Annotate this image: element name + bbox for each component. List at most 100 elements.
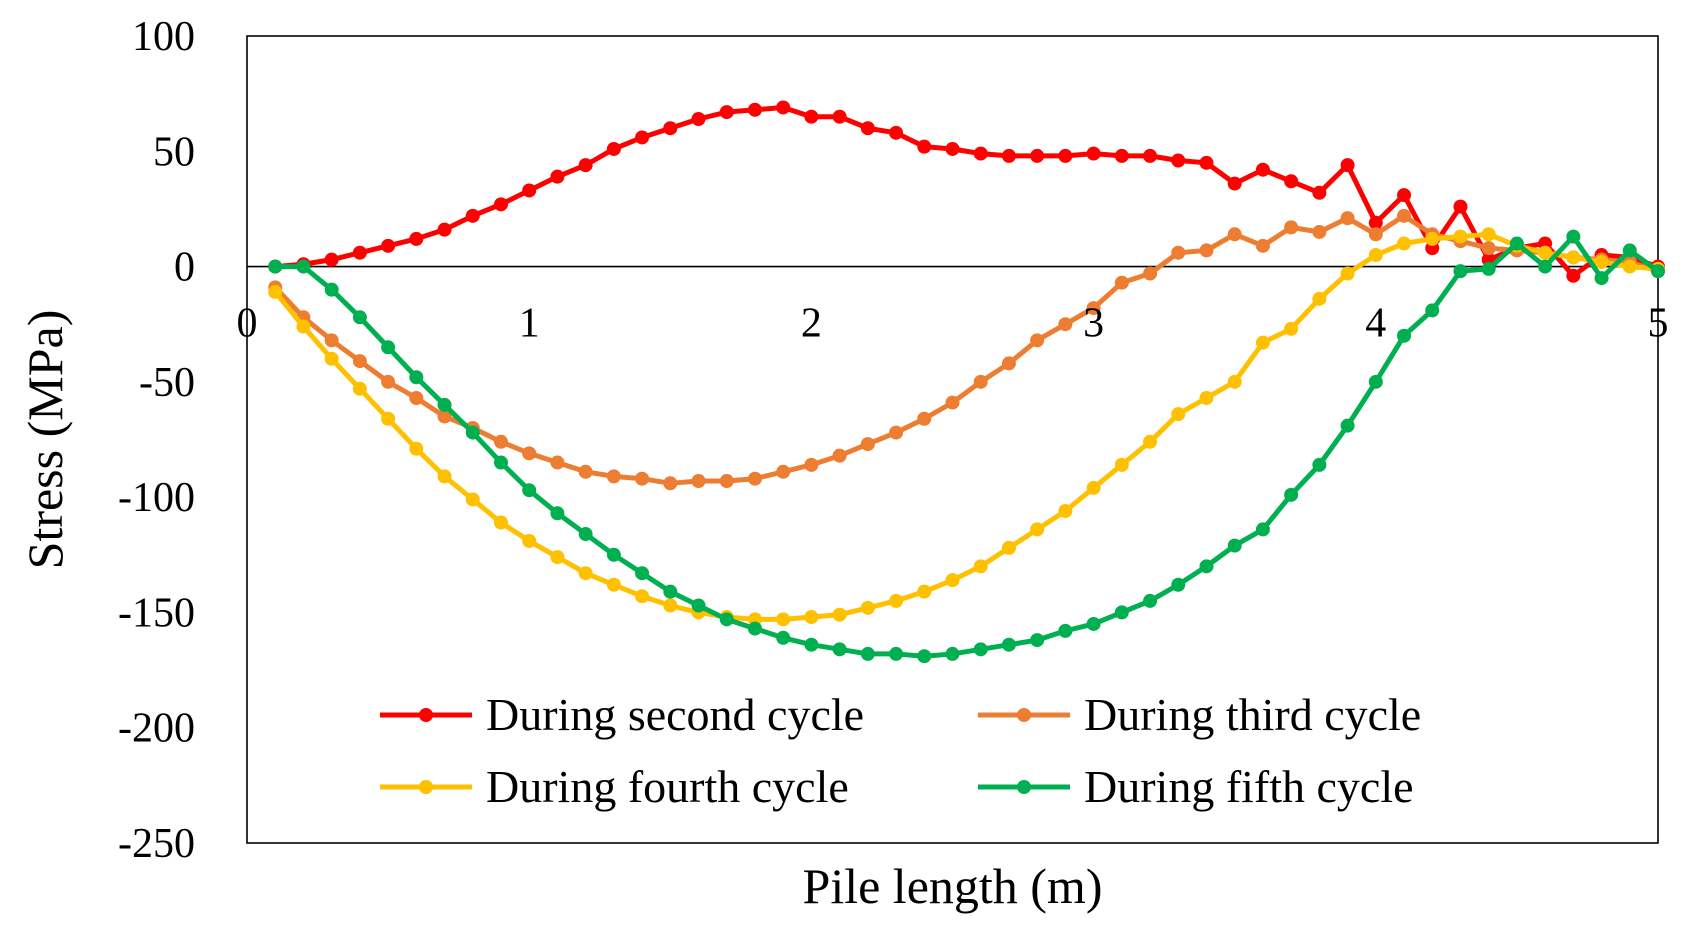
data-point	[1425, 303, 1440, 318]
data-point	[493, 197, 508, 212]
legend-item-fourth-cycle: During fourth cycle	[380, 761, 849, 812]
data-point	[550, 506, 565, 521]
data-point	[1397, 236, 1412, 251]
data-point	[1594, 254, 1609, 269]
x-axis-tick-labels: 0 1 2 3 4 5	[237, 301, 1669, 347]
legend: During second cycle During third cycle D…	[380, 689, 1421, 812]
data-point	[860, 646, 875, 661]
data-point	[889, 593, 904, 608]
data-point	[1114, 457, 1129, 472]
data-point	[776, 100, 791, 115]
data-point	[1058, 623, 1073, 638]
legend-label-second-cycle: During second cycle	[486, 689, 864, 740]
data-point	[1368, 227, 1383, 242]
data-point	[1227, 538, 1242, 553]
data-point	[268, 284, 283, 299]
legend-marker-fifth-cycle	[1017, 780, 1031, 794]
data-point	[465, 425, 480, 440]
data-point	[1171, 577, 1186, 592]
data-point	[324, 252, 339, 267]
legend-label-third-cycle: During third cycle	[1084, 689, 1421, 740]
data-point	[437, 409, 452, 424]
data-point	[1397, 328, 1412, 343]
data-point	[1199, 390, 1214, 405]
data-point	[719, 105, 734, 120]
data-point	[1284, 487, 1299, 502]
data-point	[1622, 259, 1637, 274]
y-axis-tick-labels: 100 50 0 -50 -100 -150 -200 -250	[118, 14, 195, 867]
data-point	[1255, 162, 1270, 177]
data-point	[1058, 503, 1073, 518]
data-point	[1030, 148, 1045, 163]
data-point	[1058, 148, 1073, 163]
data-point	[945, 573, 960, 588]
data-point	[1566, 268, 1581, 283]
data-point	[1227, 227, 1242, 242]
data-point	[1227, 374, 1242, 389]
data-point	[917, 584, 932, 599]
data-point	[1030, 333, 1045, 348]
data-point	[578, 566, 593, 581]
data-point	[1086, 480, 1101, 495]
data-point	[1001, 148, 1016, 163]
data-point	[1199, 559, 1214, 574]
data-point	[493, 515, 508, 530]
data-point	[719, 474, 734, 489]
data-point	[1340, 266, 1355, 281]
data-point	[945, 141, 960, 156]
data-point	[493, 455, 508, 470]
data-point	[1171, 407, 1186, 422]
data-point	[832, 607, 847, 622]
data-point	[804, 457, 819, 472]
data-point	[1453, 229, 1468, 244]
data-point	[1368, 215, 1383, 230]
data-point	[860, 600, 875, 615]
data-point	[550, 550, 565, 565]
y-tick-label: -250	[118, 821, 195, 867]
data-point	[352, 310, 367, 325]
data-point	[1255, 238, 1270, 253]
y-tick-label: -50	[139, 360, 195, 406]
data-point	[493, 434, 508, 449]
legend-marker-fourth-cycle	[419, 780, 433, 794]
x-axis-title: Pile length (m)	[803, 858, 1103, 914]
data-point	[606, 577, 621, 592]
data-point	[1001, 540, 1016, 555]
data-point	[437, 397, 452, 412]
data-point	[917, 649, 932, 664]
legend-marker-second-cycle	[419, 708, 433, 722]
y-tick-label: 100	[132, 14, 195, 60]
data-point	[832, 448, 847, 463]
data-point	[550, 455, 565, 470]
data-point	[578, 527, 593, 542]
data-point	[1171, 153, 1186, 168]
data-point	[1114, 275, 1129, 290]
data-point	[324, 351, 339, 366]
data-point	[1312, 291, 1327, 306]
data-point	[889, 646, 904, 661]
data-point	[352, 381, 367, 396]
legend-item-fifth-cycle: During fifth cycle	[978, 761, 1414, 812]
data-point	[606, 469, 621, 484]
data-point	[1566, 250, 1581, 265]
data-point	[635, 589, 650, 604]
data-point	[889, 425, 904, 440]
y-tick-label: -200	[118, 706, 195, 752]
data-point	[663, 584, 678, 599]
data-point	[973, 642, 988, 657]
data-point	[1001, 637, 1016, 652]
data-point	[1481, 261, 1496, 276]
data-point	[1312, 185, 1327, 200]
data-point	[691, 112, 706, 127]
data-point	[1284, 220, 1299, 235]
data-point	[1368, 374, 1383, 389]
data-point	[691, 474, 706, 489]
data-point	[1312, 224, 1327, 239]
data-point	[973, 146, 988, 161]
data-point	[1114, 605, 1129, 620]
legend-item-third-cycle: During third cycle	[978, 689, 1421, 740]
data-point	[1058, 317, 1073, 332]
data-point	[606, 141, 621, 156]
